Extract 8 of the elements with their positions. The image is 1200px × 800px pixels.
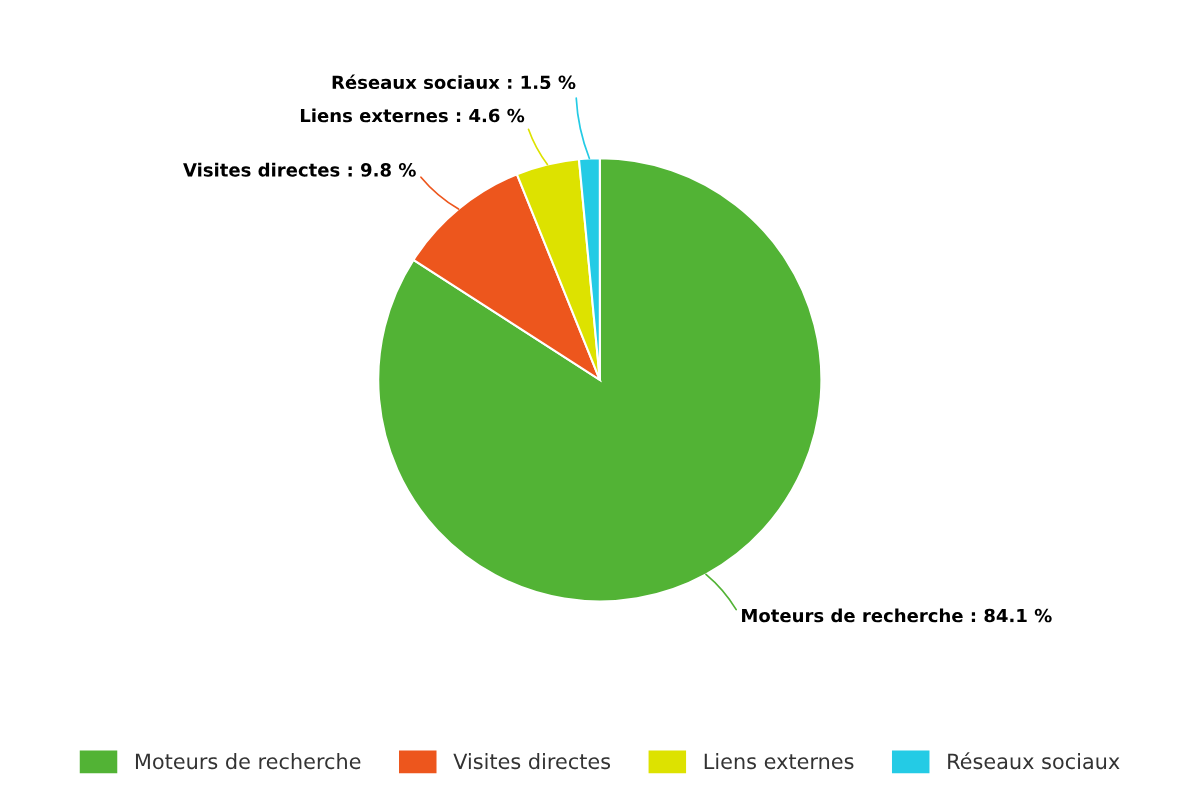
legend-label: Réseaux sociaux	[948, 752, 1120, 770]
legend-label: Liens externes	[704, 753, 854, 770]
data-label: Réseaux sociaux : 1.5 %	[332, 74, 576, 90]
data-label: Liens externes : 4.6 %	[300, 108, 525, 123]
legend-label: Visites directes	[453, 753, 611, 770]
data-label: Moteurs de recherche : 84.1 %	[742, 608, 1052, 623]
legend-label: Moteurs de recherche	[135, 753, 361, 770]
data-label: Visites directes : 9.8 %	[183, 162, 416, 177]
